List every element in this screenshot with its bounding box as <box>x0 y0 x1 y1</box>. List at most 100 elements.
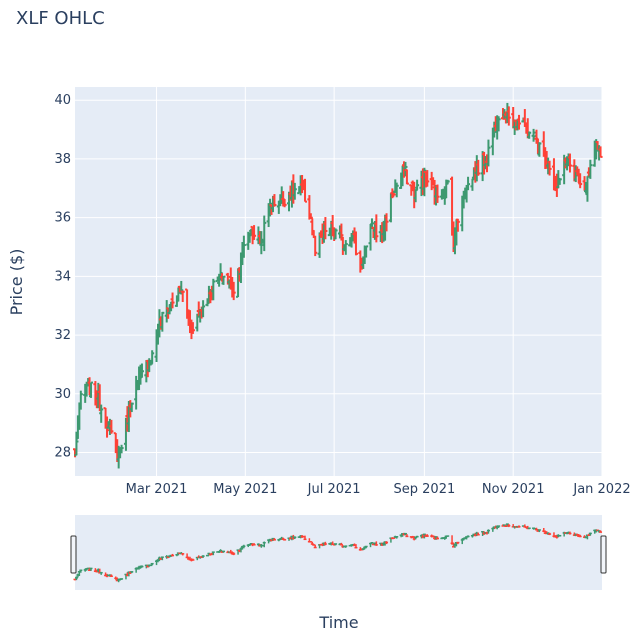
ohlc-bar <box>455 218 460 232</box>
range-slider-bar <box>130 571 134 574</box>
ohlc-bar <box>109 419 114 434</box>
range-slider-bar <box>221 550 225 553</box>
ohlc-bar <box>343 240 348 255</box>
ohlc-bar <box>139 363 144 379</box>
range-slider-bar <box>334 543 338 546</box>
y-tick-label: 32 <box>54 328 71 343</box>
range-slider-bar <box>211 551 215 556</box>
ohlc-bar <box>272 194 277 207</box>
ohlc-bar <box>384 213 389 232</box>
range-slider-bar <box>486 529 490 534</box>
ohlc-bar <box>567 153 572 173</box>
ohlc-bar <box>180 290 185 302</box>
ohlc-bar <box>537 142 542 157</box>
range-slider-bar <box>364 545 368 549</box>
ohlc-bar <box>241 235 246 258</box>
ohlc-bar <box>413 189 418 203</box>
range-slider-bar <box>313 544 317 549</box>
range-slider-bar <box>181 553 185 556</box>
ohlc-bar <box>129 402 134 413</box>
range-slider-bar <box>385 541 389 545</box>
range-slider-bar <box>517 525 521 528</box>
ohlc-bar <box>313 235 318 257</box>
ohlc-bar <box>252 225 257 240</box>
range-slider-bar <box>425 534 429 537</box>
ohlc-bar <box>206 285 211 303</box>
range-slider-bar <box>283 538 287 541</box>
range-slider-bar <box>537 529 541 533</box>
plot-area <box>75 87 602 476</box>
x-axis-label: Time <box>318 613 358 632</box>
range-slider-bar <box>205 554 209 557</box>
range-slider-bar <box>374 541 378 546</box>
ohlc-bar <box>404 169 409 185</box>
ohlc-bar <box>292 182 297 200</box>
range-slider-bar <box>403 532 407 536</box>
y-tick-label: 28 <box>54 446 71 461</box>
range-slider-bar <box>599 530 603 533</box>
ohlc-bar <box>486 139 491 167</box>
range-slider-bar <box>476 532 480 536</box>
y-tick-label: 30 <box>54 387 71 402</box>
ohlc-bar <box>445 179 450 185</box>
y-tick-label: 34 <box>54 269 71 284</box>
ohlc-bar <box>89 381 94 398</box>
ohlc-bar <box>364 245 369 258</box>
range-slider-bar <box>456 541 460 545</box>
ohlc-bar <box>374 214 379 243</box>
range-slider-bar <box>191 558 195 561</box>
ohlc-bar <box>547 160 552 176</box>
ohlc-bar <box>425 170 430 187</box>
ohlc-bar <box>435 184 440 203</box>
range-slider-bar <box>354 544 358 549</box>
range-slider-bar <box>568 531 572 535</box>
ohlc-bar <box>190 322 195 334</box>
range-slider-bar <box>507 524 511 528</box>
range-slider-bar <box>446 535 450 537</box>
y-tick-label: 38 <box>54 152 71 167</box>
x-tick-label: Jan 2022 <box>572 482 630 497</box>
ohlc-series <box>73 102 603 469</box>
ohlc-bar <box>506 106 511 126</box>
ohlc-bar <box>221 275 226 285</box>
ohlc-bar <box>588 159 593 179</box>
x-tick-label: Nov 2021 <box>482 482 545 497</box>
range-slider-bar <box>527 527 531 530</box>
ohlc-bar <box>74 431 79 457</box>
range-slider-bar <box>548 532 552 536</box>
ohlc-bar <box>99 404 104 423</box>
range-slider-bar <box>171 553 175 557</box>
range-slider-bar <box>466 535 470 538</box>
range-slider-bar <box>578 534 582 538</box>
ohlc-bar <box>476 159 481 176</box>
ohlc-bar <box>119 444 124 454</box>
range-slider-right-handle[interactable] <box>600 535 607 574</box>
y-tick-label: 36 <box>54 211 71 226</box>
range-slider-bar <box>395 536 399 539</box>
range-slider-bar <box>262 541 266 548</box>
ohlc-bar <box>323 217 328 240</box>
ohlc-bar <box>231 281 236 301</box>
range-slider-bar <box>339 542 343 546</box>
y-axis-label: Price ($) <box>7 249 26 316</box>
range-slider-bar <box>435 536 439 540</box>
range-slider-bar <box>293 536 297 539</box>
range-slider-bar <box>99 571 103 575</box>
range-slider-bar <box>89 567 93 571</box>
range-slider-series <box>73 523 603 583</box>
range-slider-bar <box>248 543 252 546</box>
x-tick-label: Mar 2021 <box>126 482 188 497</box>
ohlc-bar <box>470 178 475 191</box>
ohlc-bar <box>598 146 603 158</box>
ohlc-bar <box>268 198 273 217</box>
ohlc-bar <box>333 228 338 240</box>
range-slider-bar <box>470 534 474 538</box>
ohlc-bar <box>415 179 420 190</box>
ohlc-bar <box>170 292 175 309</box>
range-slider-left-handle[interactable] <box>70 535 77 574</box>
ohlc-bar <box>578 173 583 189</box>
ohlc-bar <box>78 390 83 410</box>
range-slider-bar <box>392 537 396 539</box>
ohlc-bar <box>369 218 374 229</box>
